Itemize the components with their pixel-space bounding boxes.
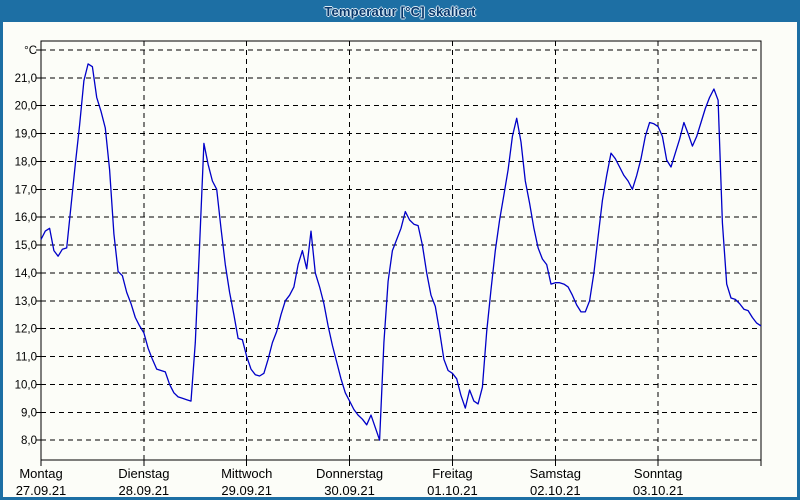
y-tick-label: 14,0 — [15, 268, 37, 280]
x-day-label: Donnerstag — [316, 466, 383, 481]
window-titlebar: Temperatur [°C] skaliert — [0, 0, 800, 22]
y-tick-label: 16,0 — [15, 212, 37, 224]
y-tick-label: 11,0 — [15, 352, 37, 364]
x-date-label: 03.10.21 — [633, 483, 684, 498]
x-date-label: 27.09.21 — [16, 483, 67, 498]
x-date-label: 02.10.21 — [530, 483, 581, 498]
y-axis-unit-label: °C — [24, 45, 37, 57]
y-tick-label: 8,0 — [21, 435, 37, 447]
x-day-label: Montag — [19, 466, 62, 481]
chart-area: °C 21,0 20,0 19,0 18,0 17,0 16,0 15,0 14,0 13,0 12… — [0, 22, 800, 500]
y-tick-label: 18,0 — [15, 156, 37, 168]
y-tick-label: 21,0 — [15, 73, 37, 85]
x-date-label: 30.09.21 — [324, 483, 375, 498]
plot-frame — [40, 40, 762, 461]
x-day-label: Sonntag — [634, 466, 682, 481]
y-tick-label: 17,0 — [15, 184, 37, 196]
y-tick-label: 13,0 — [15, 296, 37, 308]
y-tick-label: 10,0 — [15, 379, 37, 391]
window-border-bottom — [0, 497, 800, 500]
x-date-label: 01.10.21 — [427, 483, 478, 498]
x-day-label: Freitag — [432, 466, 472, 481]
temperature-series-line — [40, 63, 762, 441]
x-date-label: 28.09.21 — [119, 483, 170, 498]
y-tick-label: 12,0 — [15, 324, 37, 336]
x-day-label: Dienstag — [118, 466, 169, 481]
x-date-label: 29.09.21 — [221, 483, 272, 498]
temperature-chart: °C 21,0 20,0 19,0 18,0 17,0 16,0 15,0 14,0 13,0 12… — [15, 40, 762, 498]
window-border-right — [797, 22, 800, 500]
y-tick-label: 9,0 — [21, 407, 37, 419]
chart-title: Temperatur [°C] skaliert — [324, 3, 476, 19]
y-tick-label: 15,0 — [15, 240, 37, 252]
x-day-label: Samstag — [530, 466, 581, 481]
x-day-label: Mittwoch — [221, 466, 272, 481]
window-border-left — [0, 22, 3, 500]
y-tick-label: 19,0 — [15, 129, 37, 141]
y-tick-label: 20,0 — [15, 101, 37, 113]
